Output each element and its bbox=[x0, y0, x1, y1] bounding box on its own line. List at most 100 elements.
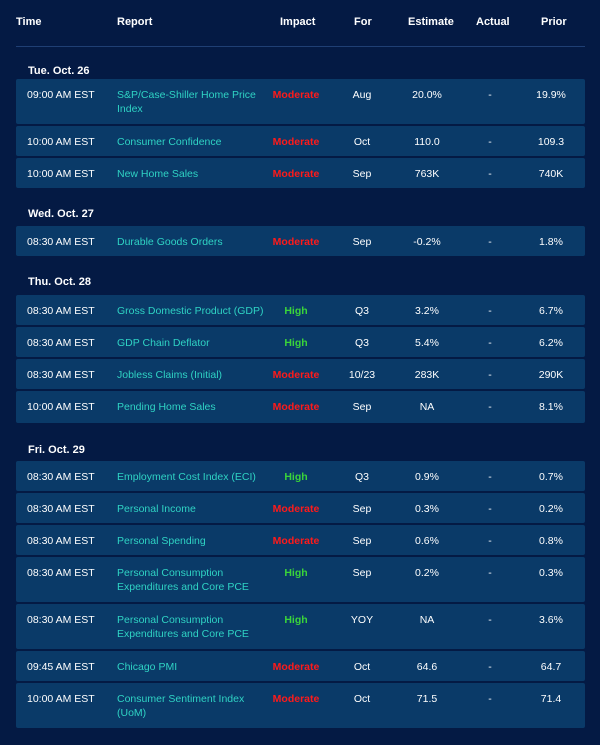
estimate-cell: 763K bbox=[414, 168, 440, 180]
report-link[interactable]: Durable Goods Orders bbox=[117, 236, 223, 248]
table-row[interactable]: 09:45 AM EST Chicago PMI Moderate Oct 64.6 - 6… bbox=[16, 651, 585, 681]
actual-cell: - bbox=[488, 168, 492, 180]
report-link[interactable]: Personal Income bbox=[117, 503, 196, 515]
prior-cell: 0.2% bbox=[539, 503, 563, 515]
prior-cell: 3.6% bbox=[539, 614, 563, 626]
time-cell: 08:30 AM EST bbox=[27, 369, 95, 381]
table-row[interactable]: 08:30 AM EST Personal Spending Moderate Sep… bbox=[16, 525, 585, 555]
time-cell: 10:00 AM EST bbox=[27, 136, 95, 148]
table-row[interactable]: 08:30 AM EST Personal Income Moderate Sep 0.… bbox=[16, 493, 585, 523]
impact-badge: High bbox=[284, 471, 308, 483]
day-label: Fri. Oct. 29 bbox=[28, 444, 85, 456]
column-header-impact[interactable]: Impact bbox=[280, 16, 316, 28]
table-row[interactable]: 08:30 AM EST Personal Consumption Expendi… bbox=[16, 557, 585, 602]
report-link[interactable]: New Home Sales bbox=[117, 168, 199, 180]
impact-badge: Moderate bbox=[272, 503, 320, 515]
prior-cell: 0.7% bbox=[539, 471, 563, 483]
table-row[interactable]: 08:30 AM EST GDP Chain Deflator High Q3 5.4%… bbox=[16, 327, 585, 357]
impact-badge: High bbox=[284, 614, 308, 626]
table-row[interactable]: 08:30 AM EST Gross Domestic Product (GDP)… bbox=[16, 295, 585, 325]
estimate-cell: 0.2% bbox=[415, 567, 439, 579]
actual-cell: - bbox=[488, 236, 492, 248]
report-link[interactable]: Personal Consumption Expenditures and Co… bbox=[117, 614, 249, 640]
period-cell: Q3 bbox=[354, 305, 369, 317]
time-cell: 08:30 AM EST bbox=[27, 535, 95, 547]
period-cell: Sep bbox=[352, 535, 372, 547]
period-cell: Oct bbox=[353, 693, 371, 705]
column-header-estimate[interactable]: Estimate bbox=[408, 16, 454, 28]
period-cell: YOY bbox=[350, 614, 374, 626]
impact-badge: Moderate bbox=[272, 535, 320, 547]
table-row[interactable]: 10:00 AM EST New Home Sales Moderate Sep 763… bbox=[16, 158, 585, 188]
estimate-cell: 283K bbox=[414, 369, 440, 381]
estimate-cell: 71.5 bbox=[416, 693, 438, 705]
prior-cell: 6.7% bbox=[539, 305, 563, 317]
actual-cell: - bbox=[488, 89, 492, 101]
column-header-report[interactable]: Report bbox=[117, 16, 153, 28]
table-row[interactable]: 08:30 AM EST Personal Consumption Expendi… bbox=[16, 604, 585, 649]
report-link[interactable]: Personal Consumption Expenditures and Co… bbox=[117, 567, 249, 593]
impact-badge: Moderate bbox=[272, 89, 320, 101]
actual-cell: - bbox=[488, 503, 492, 515]
report-link[interactable]: Consumer Confidence bbox=[117, 136, 222, 148]
estimate-cell: 0.3% bbox=[415, 503, 439, 515]
time-cell: 08:30 AM EST bbox=[27, 614, 95, 626]
table-row[interactable]: 08:30 AM EST Jobless Claims (Initial) Mode… bbox=[16, 359, 585, 389]
prior-cell: 290K bbox=[538, 369, 564, 381]
report-link[interactable]: Gross Domestic Product (GDP) bbox=[117, 305, 264, 317]
time-cell: 08:30 AM EST bbox=[27, 567, 95, 579]
impact-badge: High bbox=[284, 567, 308, 579]
estimate-cell: 3.2% bbox=[415, 305, 439, 317]
table-row[interactable]: 08:30 AM EST Employment Cost Index (ECI) H… bbox=[16, 461, 585, 491]
period-cell: Sep bbox=[352, 503, 372, 515]
period-cell: 10/23 bbox=[348, 369, 376, 381]
time-cell: 08:30 AM EST bbox=[27, 503, 95, 515]
time-cell: 08:30 AM EST bbox=[27, 236, 95, 248]
prior-cell: 19.9% bbox=[536, 89, 566, 101]
time-cell: 10:00 AM EST bbox=[27, 168, 95, 180]
report-link[interactable]: Jobless Claims (Initial) bbox=[117, 369, 223, 381]
estimate-cell: NA bbox=[419, 614, 435, 626]
actual-cell: - bbox=[488, 535, 492, 547]
report-link[interactable]: Employment Cost Index (ECI) bbox=[117, 471, 256, 483]
prior-cell: 0.8% bbox=[539, 535, 563, 547]
estimate-cell: 20.0% bbox=[412, 89, 442, 101]
report-link[interactable]: Personal Spending bbox=[117, 535, 206, 547]
column-header-actual[interactable]: Actual bbox=[476, 16, 510, 28]
column-header-for[interactable]: For bbox=[354, 16, 372, 28]
actual-cell: - bbox=[488, 567, 492, 579]
estimate-cell: 0.9% bbox=[415, 471, 439, 483]
estimate-cell: 0.6% bbox=[415, 535, 439, 547]
time-cell: 08:30 AM EST bbox=[27, 337, 95, 349]
estimate-cell: 64.6 bbox=[416, 661, 438, 673]
header-divider bbox=[16, 46, 585, 47]
period-cell: Sep bbox=[352, 236, 372, 248]
time-cell: 10:00 AM EST bbox=[27, 401, 95, 413]
report-link[interactable]: Pending Home Sales bbox=[117, 401, 216, 413]
period-cell: Q3 bbox=[354, 471, 369, 483]
actual-cell: - bbox=[488, 305, 492, 317]
table-row[interactable]: 10:00 AM EST Consumer Sentiment Index (Uo… bbox=[16, 683, 585, 728]
column-header-prior[interactable]: Prior bbox=[541, 16, 567, 28]
report-link[interactable]: GDP Chain Deflator bbox=[117, 337, 210, 349]
time-cell: 10:00 AM EST bbox=[27, 693, 95, 705]
table-row[interactable]: 09:00 AM EST S&P/Case-Shiller Home Price … bbox=[16, 79, 585, 124]
impact-badge: Moderate bbox=[272, 693, 320, 705]
report-link[interactable]: Chicago PMI bbox=[117, 661, 178, 673]
table-row[interactable]: 08:30 AM EST Durable Goods Orders Moderate… bbox=[16, 226, 585, 256]
report-link[interactable]: S&P/Case-Shiller Home Price Index bbox=[117, 89, 256, 115]
day-label: Thu. Oct. 28 bbox=[28, 276, 91, 288]
report-link[interactable]: Consumer Sentiment Index (UoM) bbox=[117, 693, 245, 719]
table-row[interactable]: 10:00 AM EST Consumer Confidence Moderate O… bbox=[16, 126, 585, 156]
actual-cell: - bbox=[488, 136, 492, 148]
table-row[interactable]: 10:00 AM EST Pending Home Sales Moderate Se… bbox=[16, 391, 585, 423]
prior-cell: 740K bbox=[538, 168, 564, 180]
actual-cell: - bbox=[488, 661, 492, 673]
actual-cell: - bbox=[488, 693, 492, 705]
impact-badge: Moderate bbox=[272, 236, 320, 248]
period-cell: Q3 bbox=[354, 337, 369, 349]
actual-cell: - bbox=[488, 337, 492, 349]
column-header-time[interactable]: Time bbox=[16, 16, 42, 28]
period-cell: Sep bbox=[352, 567, 372, 579]
